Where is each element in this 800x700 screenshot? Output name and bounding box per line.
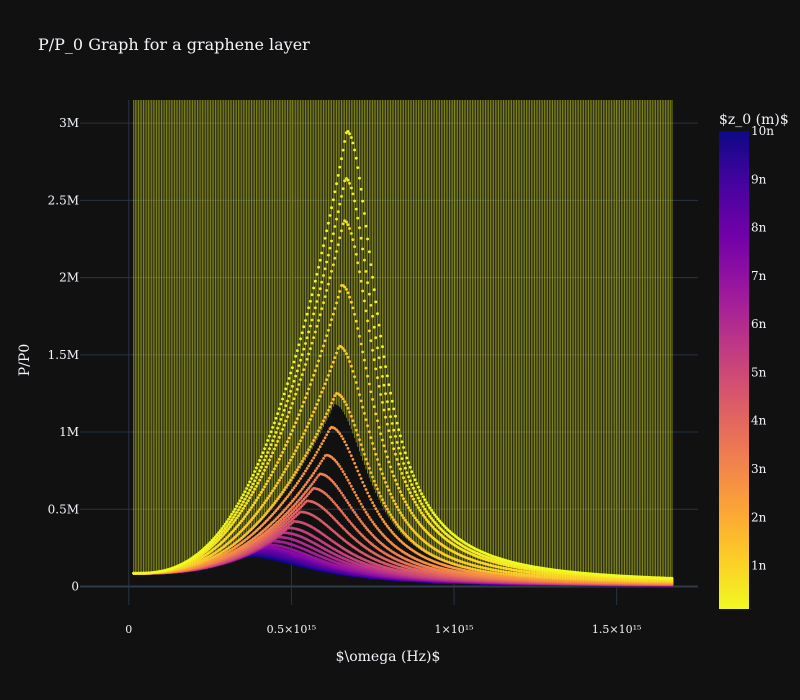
data-points bbox=[132, 0, 673, 587]
chart-title: P/P_0 Graph for a graphene layer bbox=[38, 35, 310, 54]
